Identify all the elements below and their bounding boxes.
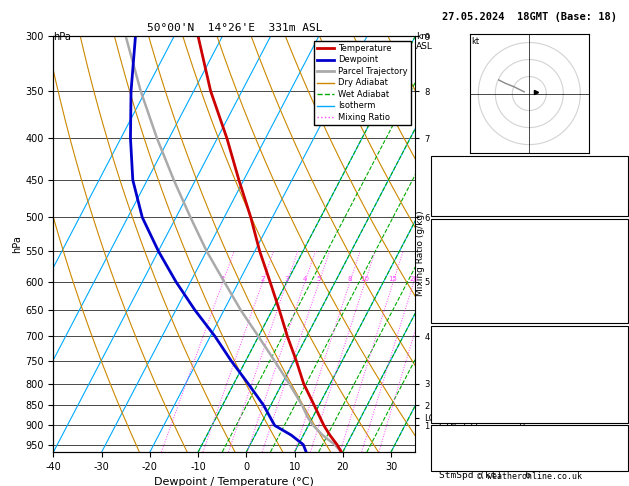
Text: CIN (J)         0: CIN (J) 0 [439, 333, 537, 343]
Text: SREH           5: SREH 5 [439, 451, 531, 461]
Text: 1: 1 [221, 277, 225, 282]
Text: Pressure (mb) 980: Pressure (mb) 980 [439, 348, 537, 357]
Text: StmSpd (kt)    6: StmSpd (kt) 6 [439, 471, 531, 480]
Text: kt: kt [472, 37, 479, 47]
Text: 3: 3 [284, 277, 289, 282]
Text: 10: 10 [360, 277, 369, 282]
Text: Lifted Index    0: Lifted Index 0 [439, 296, 537, 306]
Text: StmDir         295°: StmDir 295° [439, 461, 548, 470]
Text: Surface: Surface [509, 223, 549, 232]
Text: 4: 4 [303, 277, 307, 282]
Legend: Temperature, Dewpoint, Parcel Trajectory, Dry Adiabat, Wet Adiabat, Isotherm, Mi: Temperature, Dewpoint, Parcel Trajectory… [314, 41, 411, 125]
Text: Mixing Ratio (g/kg): Mixing Ratio (g/kg) [416, 210, 425, 295]
Text: θe (K)         321: θe (K) 321 [439, 366, 542, 376]
Text: K               24: K 24 [439, 160, 542, 170]
Y-axis label: hPa: hPa [13, 235, 23, 253]
X-axis label: Dewpoint / Temperature (°C): Dewpoint / Temperature (°C) [154, 477, 314, 486]
Text: CAPE (J)        321: CAPE (J) 321 [439, 315, 548, 324]
Text: Temp (°C)      19.7: Temp (°C) 19.7 [439, 241, 548, 250]
Text: CAPE (J)      321: CAPE (J) 321 [439, 403, 537, 413]
Text: EH             2: EH 2 [439, 442, 531, 451]
Text: Dewp (°C)      12.4: Dewp (°C) 12.4 [439, 260, 548, 269]
Text: Hodograph: Hodograph [503, 429, 555, 438]
Text: CIN (J)       0: CIN (J) 0 [439, 422, 525, 431]
Text: θe(K)           321: θe(K) 321 [439, 278, 548, 287]
Text: © weatheronline.co.uk: © weatheronline.co.uk [477, 472, 582, 481]
Text: Totals Totals   48: Totals Totals 48 [439, 179, 542, 188]
Text: 20: 20 [409, 277, 418, 282]
Text: PW (cm)         2.42: PW (cm) 2.42 [439, 197, 554, 207]
Text: 15: 15 [389, 277, 398, 282]
Text: 2: 2 [260, 277, 265, 282]
Title: 50°00'N  14°26'E  331m ASL: 50°00'N 14°26'E 331m ASL [147, 23, 322, 33]
Text: Most Unstable: Most Unstable [492, 330, 567, 339]
Text: 27.05.2024  18GMT (Base: 18): 27.05.2024 18GMT (Base: 18) [442, 12, 617, 22]
Text: km
ASL: km ASL [416, 32, 433, 51]
Text: 5: 5 [317, 277, 321, 282]
Text: Lifted Index  0: Lifted Index 0 [439, 385, 525, 394]
Text: 8: 8 [348, 277, 352, 282]
Text: hPa: hPa [53, 32, 71, 42]
